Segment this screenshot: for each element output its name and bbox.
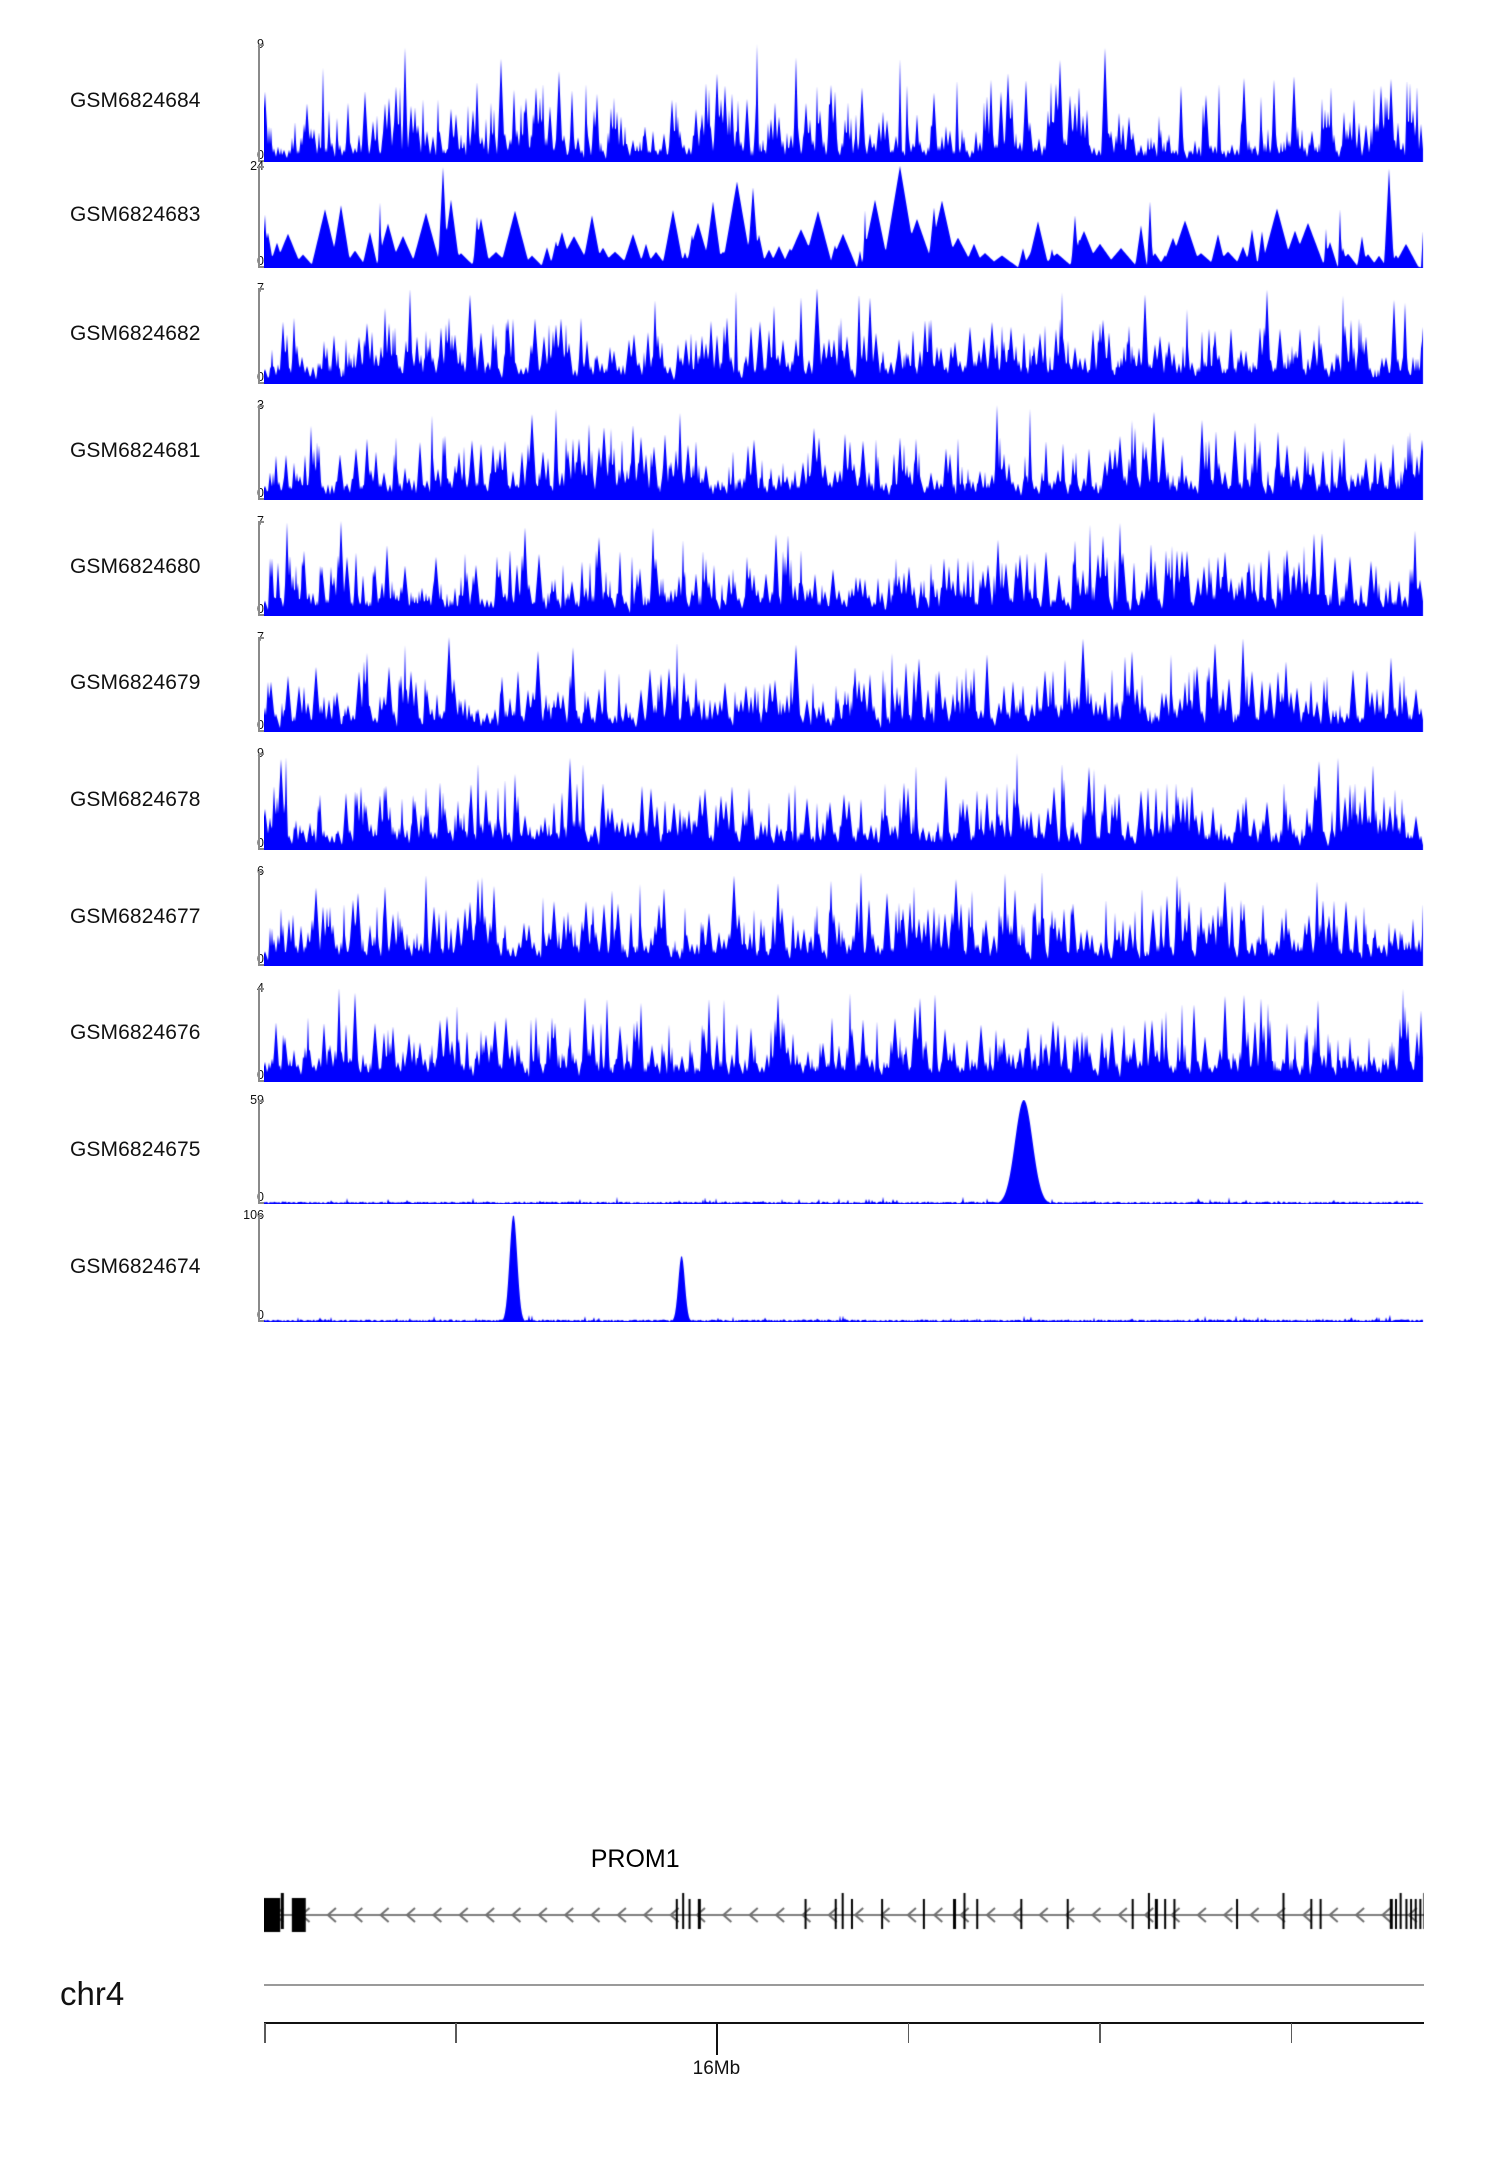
coverage-plot-area[interactable]: [264, 988, 1424, 1082]
coverage-plot-area[interactable]: [264, 1100, 1424, 1204]
coverage-track: GSM6824675 59 0: [0, 1094, 1500, 1204]
y-axis-bracket: [258, 288, 264, 384]
track-label-GSM6824676: GSM6824676: [70, 1021, 201, 1044]
y-axis-bracket: [258, 988, 264, 1082]
axis-tick-label: 16Mb: [692, 2058, 741, 2079]
coverage-track: GSM6824678 9 0: [0, 747, 1500, 850]
y-axis-bracket: [258, 405, 264, 500]
y-axis-bracket: [258, 44, 264, 162]
y-axis-min-label: 0: [257, 486, 264, 500]
axis-tick: [455, 2023, 457, 2043]
coverage-plot-area[interactable]: [264, 1215, 1424, 1322]
coverage-track: GSM6824677 6 0: [0, 865, 1500, 966]
chromosome-label: chr4: [60, 1975, 125, 2012]
coverage-track: GSM6824681 3 0: [0, 399, 1500, 500]
coverage-track: GSM6824680 7 0: [0, 515, 1500, 616]
coverage-signal: [264, 405, 1424, 500]
coverage-track: GSM6824682 7 0: [0, 282, 1500, 384]
coverage-plot-area[interactable]: [264, 637, 1424, 732]
gene-annotation-track: PROM1: [0, 1845, 1500, 1945]
coverage-signal: [264, 637, 1424, 732]
coverage-track: GSM6824674 106 0: [0, 1209, 1500, 1322]
coverage-plot-area[interactable]: [264, 288, 1424, 384]
y-axis: 59 0: [212, 1094, 264, 1204]
y-axis-min-label: 0: [257, 1308, 264, 1322]
y-axis-bracket: [258, 871, 264, 966]
coverage-signal: [264, 44, 1424, 162]
coverage-plot-area[interactable]: [264, 166, 1424, 268]
axis-baseline: [264, 2022, 1424, 2024]
coverage-track: GSM6824676 4 0: [0, 982, 1500, 1082]
genome-ruler-line: [264, 1984, 1424, 1986]
y-axis-bracket: [258, 637, 264, 732]
y-axis: 106 0: [212, 1209, 264, 1322]
coverage-signal: [264, 521, 1424, 616]
y-axis-bracket: [258, 521, 264, 616]
gene-model[interactable]: [264, 1879, 1424, 1935]
track-label-GSM6824678: GSM6824678: [70, 787, 201, 811]
coverage-signal: [264, 871, 1424, 966]
gene-name-label: PROM1: [590, 1845, 680, 1873]
coverage-plot-area[interactable]: [264, 405, 1424, 500]
y-axis: 24 0: [212, 160, 264, 268]
coverage-signal: [264, 166, 1424, 268]
coverage-signal: [264, 288, 1424, 384]
track-label-GSM6824684: GSM6824684: [70, 89, 201, 112]
coverage-track: GSM6824684 9 0: [0, 38, 1500, 162]
y-axis-min-label: 0: [257, 370, 264, 384]
coverage-signal: [264, 1100, 1424, 1204]
coverage-plot-area[interactable]: [264, 753, 1424, 850]
coverage-track: GSM6824683 24 0: [0, 160, 1500, 268]
track-label-GSM6824679: GSM6824679: [70, 670, 201, 694]
y-axis-bracket: [258, 1215, 264, 1322]
y-axis-min-label: 0: [257, 1068, 264, 1082]
track-label-GSM6824677: GSM6824677: [70, 904, 201, 928]
coverage-signal: [264, 988, 1424, 1082]
track-label-GSM6824675: GSM6824675: [70, 1138, 201, 1161]
y-axis-min-label: 0: [257, 254, 264, 268]
axis-tick: [1290, 2023, 1293, 2043]
coverage-signal: [264, 753, 1424, 850]
y-axis-min-label: 0: [257, 148, 264, 162]
coverage-signal: [264, 1215, 1424, 1322]
y-axis-min-label: 0: [257, 718, 264, 732]
track-label-GSM6824682: GSM6824682: [70, 322, 201, 345]
coverage-plot-area[interactable]: [264, 521, 1424, 616]
y-axis-min-label: 0: [257, 952, 264, 966]
track-label-GSM6824681: GSM6824681: [70, 438, 201, 462]
y-axis-max-label: 59: [250, 1093, 264, 1107]
coverage-plot-area[interactable]: [264, 44, 1424, 162]
axis-tick: [1099, 2023, 1101, 2043]
y-axis-min-label: 0: [257, 602, 264, 616]
coverage-plot-area[interactable]: [264, 871, 1424, 966]
y-axis-max-label: 24: [250, 159, 264, 173]
gene-model-canvas: [264, 1879, 1424, 1935]
track-label-GSM6824683: GSM6824683: [70, 203, 201, 226]
y-axis-min-label: 0: [257, 1190, 264, 1204]
y-axis-min-label: 0: [257, 836, 264, 850]
y-axis-bracket: [258, 166, 264, 268]
coverage-track: GSM6824679 7 0: [0, 631, 1500, 732]
track-label-GSM6824674: GSM6824674: [70, 1254, 201, 1278]
axis-tick: [716, 2023, 718, 2055]
y-axis-bracket: [258, 753, 264, 850]
axis-tick: [264, 2023, 266, 2043]
track-label-GSM6824680: GSM6824680: [70, 554, 201, 578]
axis-tick: [907, 2023, 910, 2043]
y-axis-bracket: [258, 1100, 264, 1204]
